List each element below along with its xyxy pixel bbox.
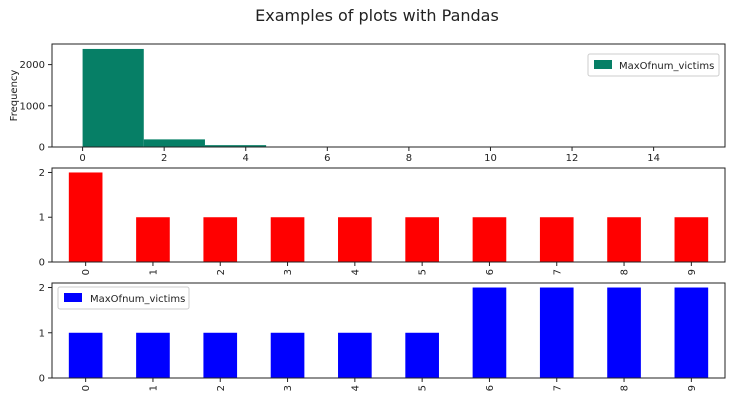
x-tick-label: 9 <box>687 385 698 391</box>
x-tick-label: 8 <box>406 153 412 164</box>
bar <box>607 217 641 262</box>
y-axis-label: Frequency <box>9 70 20 122</box>
legend: MaxOfnum_victims <box>587 53 720 77</box>
bar <box>338 217 372 262</box>
x-tick-label: 7 <box>552 385 563 391</box>
x-tick-label: 4 <box>350 385 361 391</box>
x-tick-label: 2 <box>216 385 227 391</box>
legend-label: MaxOfnum_victims <box>90 294 185 305</box>
bar <box>674 287 709 378</box>
x-tick-label: 0 <box>79 153 85 164</box>
y-tick-label: 0 <box>39 374 45 385</box>
x-tick-label: 6 <box>485 385 496 391</box>
x-tick-label: 8 <box>620 385 631 391</box>
bar <box>68 332 103 378</box>
x-tick-label: 1 <box>148 269 159 275</box>
x-tick-label: 5 <box>418 269 429 275</box>
bar <box>539 287 574 378</box>
figure-title: Examples of plots with Pandas <box>255 6 499 25</box>
x-tick-label: 1 <box>148 385 159 391</box>
bar <box>472 287 507 378</box>
bar <box>338 332 372 378</box>
histogram-bar <box>204 145 267 147</box>
y-tick-label: 0 <box>39 258 45 269</box>
x-tick-label: 10 <box>484 153 497 164</box>
bar <box>136 332 170 378</box>
bar <box>674 217 709 262</box>
axes-frame <box>51 167 726 263</box>
x-tick-label: 0 <box>81 269 92 275</box>
y-tick-label: 2000 <box>20 60 45 71</box>
bar <box>405 217 439 262</box>
x-tick-label: 3 <box>283 269 294 275</box>
bar <box>270 332 305 378</box>
bar <box>270 217 305 262</box>
legend-swatch <box>594 60 612 69</box>
x-tick-label: 14 <box>647 153 660 164</box>
legend-frame <box>57 286 190 310</box>
x-tick-label: 7 <box>552 269 563 275</box>
red-bar-axes: 0 1 2 3 4 5 6 7 8 9 0 1 2 <box>39 167 726 275</box>
x-tick-label: 2 <box>161 153 167 164</box>
bar <box>203 332 238 378</box>
bar <box>405 332 439 378</box>
bar <box>472 217 507 262</box>
y-tick-label: 1 <box>39 328 45 339</box>
x-tick-label: 6 <box>485 269 496 275</box>
bar <box>203 217 238 262</box>
y-tick-label: 1 <box>39 213 45 224</box>
x-tick-label: 6 <box>324 153 330 164</box>
blue-bar-axes: 0 1 2 3 4 5 6 7 8 9 0 1 2 MaxOfnum_victims <box>39 282 726 391</box>
y-tick-label: 1000 <box>20 101 45 112</box>
x-tick-label: 4 <box>243 153 249 164</box>
axes-frame <box>51 282 726 379</box>
y-tick-label: 2 <box>39 283 45 294</box>
histogram-bar <box>82 48 144 147</box>
bar <box>68 172 103 262</box>
legend-frame <box>587 53 720 77</box>
x-tick-label: 12 <box>566 153 579 164</box>
x-tick-label: 9 <box>687 269 698 275</box>
y-tick-label: 2 <box>39 168 45 179</box>
x-tick-label: 2 <box>216 269 227 275</box>
axes-frame <box>51 43 726 148</box>
x-tick-label: 8 <box>620 269 631 275</box>
bar <box>136 217 170 262</box>
x-tick-label: 5 <box>418 385 429 391</box>
legend: MaxOfnum_victims <box>57 286 190 310</box>
bar <box>539 217 574 262</box>
legend-swatch <box>64 293 82 302</box>
bar <box>607 287 641 378</box>
x-tick-label: 3 <box>283 385 294 391</box>
histogram-bar <box>143 139 205 147</box>
x-tick-label: 0 <box>81 385 92 391</box>
x-tick-label: 4 <box>350 269 361 275</box>
y-tick-label: 0 <box>39 143 45 154</box>
legend-label: MaxOfnum_victims <box>619 61 714 72</box>
